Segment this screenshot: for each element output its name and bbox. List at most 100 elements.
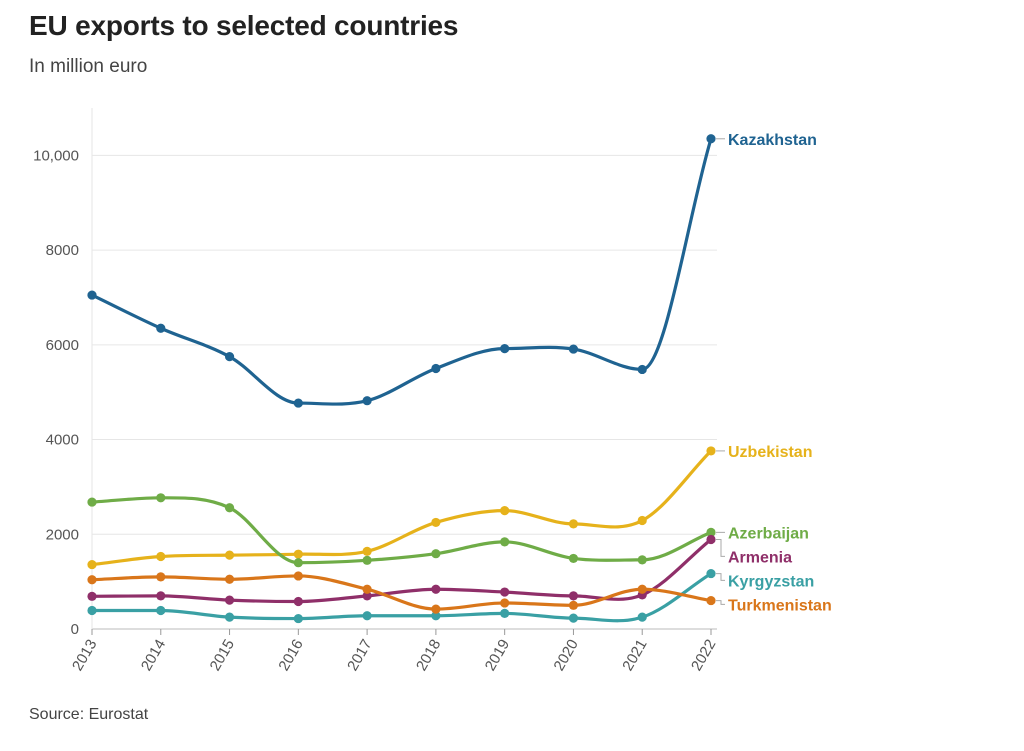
series-azerbaijan [87, 493, 716, 568]
data-point [637, 555, 647, 565]
x-tick-label: 2017 [344, 637, 375, 674]
x-tick-label: 2019 [482, 637, 513, 674]
data-point [500, 537, 510, 547]
data-point [637, 364, 647, 375]
series-kyrgyzstan [87, 568, 716, 624]
series-line-azerbaijan [90, 496, 713, 565]
data-point [568, 600, 579, 610]
data-point [637, 584, 647, 594]
series-uzbekistan [87, 446, 716, 570]
data-point [156, 591, 166, 601]
series-line-kazakhstan [90, 137, 713, 406]
data-point [431, 549, 441, 559]
data-point [293, 558, 303, 568]
line-chart: 0 2000 4000 6000 8000 10,000 2013 2014 2015 2016 2… [33, 108, 832, 674]
data-point [362, 555, 372, 565]
data-point [293, 596, 303, 607]
data-point [568, 591, 579, 601]
data-point [706, 527, 716, 537]
data-point [431, 611, 441, 621]
data-point [500, 344, 510, 354]
data-point [87, 605, 97, 616]
data-point [293, 613, 303, 624]
y-tick-label: 10,000 [33, 147, 79, 164]
data-point [224, 352, 235, 362]
series-labels: Kazakhstan Uzbekistan Azerbaijan Armenia Kyr… [716, 132, 832, 614]
series-label-kazakhstan: Kazakhstan [728, 132, 817, 149]
data-point [568, 519, 579, 529]
data-point [224, 595, 235, 605]
y-tick-label: 4000 [46, 432, 79, 449]
data-point [568, 553, 579, 564]
y-tick-label: 0 [71, 621, 79, 638]
y-tick-label: 8000 [46, 242, 79, 259]
series-kazakhstan [87, 134, 716, 408]
data-point [431, 604, 441, 614]
x-tick-label: 2013 [69, 637, 100, 674]
label-connector [716, 538, 725, 557]
series-line-uzbekistan [90, 449, 713, 567]
series-line-turkmenistan [90, 574, 713, 611]
data-point [706, 134, 716, 144]
series-label-azerbaijan: Azerbaijan [728, 525, 809, 542]
data-point [431, 363, 441, 374]
data-point [293, 549, 303, 559]
data-point [87, 591, 97, 601]
series-label-armenia: Armenia [728, 549, 792, 566]
series-turkmenistan [87, 571, 716, 614]
data-point [224, 574, 235, 584]
data-point [706, 595, 716, 606]
data-point [156, 572, 166, 582]
data-point [87, 290, 97, 300]
data-point [637, 515, 647, 526]
data-point [224, 550, 235, 560]
data-point [362, 546, 372, 556]
data-point [156, 323, 166, 333]
series-lines [87, 134, 716, 624]
data-point [706, 446, 716, 456]
label-connector [716, 600, 725, 605]
data-point [637, 612, 647, 622]
series-armenia [87, 534, 716, 607]
x-tick-label: 2020 [550, 637, 581, 674]
data-point [568, 344, 579, 354]
data-point [431, 517, 441, 528]
x-tick-label: 2022 [688, 637, 719, 674]
data-point [706, 568, 716, 579]
data-point [362, 611, 372, 621]
data-point [87, 497, 97, 507]
data-point [293, 398, 303, 408]
data-point [293, 571, 303, 581]
data-point [224, 612, 235, 622]
source-note: Source: Eurostat [29, 706, 149, 723]
data-point [362, 591, 372, 601]
data-point [362, 396, 372, 406]
data-point [87, 559, 97, 570]
data-point [156, 605, 166, 616]
y-tick-label: 6000 [46, 337, 79, 354]
chart-title: EU exports to selected countries [29, 10, 459, 41]
x-tick-label: 2015 [207, 637, 238, 674]
data-point [156, 493, 166, 503]
data-point [500, 505, 510, 516]
axes: 0 2000 4000 6000 8000 10,000 2013 2014 2015 2016 2… [33, 108, 719, 674]
data-point [87, 575, 97, 585]
data-point [500, 587, 510, 597]
x-tick-label: 2021 [619, 637, 650, 674]
series-label-turkmenistan: Turkmenistan [728, 597, 832, 614]
data-point [362, 584, 372, 594]
x-tick-label: 2014 [138, 637, 169, 674]
x-tick-label: 2018 [413, 637, 444, 674]
data-point [500, 608, 510, 618]
series-line-armenia [90, 537, 713, 604]
series-label-kyrgyzstan: Kyrgyzstan [728, 573, 814, 590]
y-tick-label: 2000 [46, 526, 79, 543]
chart-subtitle: In million euro [29, 56, 148, 77]
label-connector [716, 573, 725, 581]
data-point [224, 503, 235, 513]
data-point [500, 598, 510, 608]
x-tick-label: 2016 [275, 637, 306, 674]
data-point [706, 534, 716, 545]
data-point [431, 584, 441, 594]
series-label-uzbekistan: Uzbekistan [728, 444, 812, 461]
